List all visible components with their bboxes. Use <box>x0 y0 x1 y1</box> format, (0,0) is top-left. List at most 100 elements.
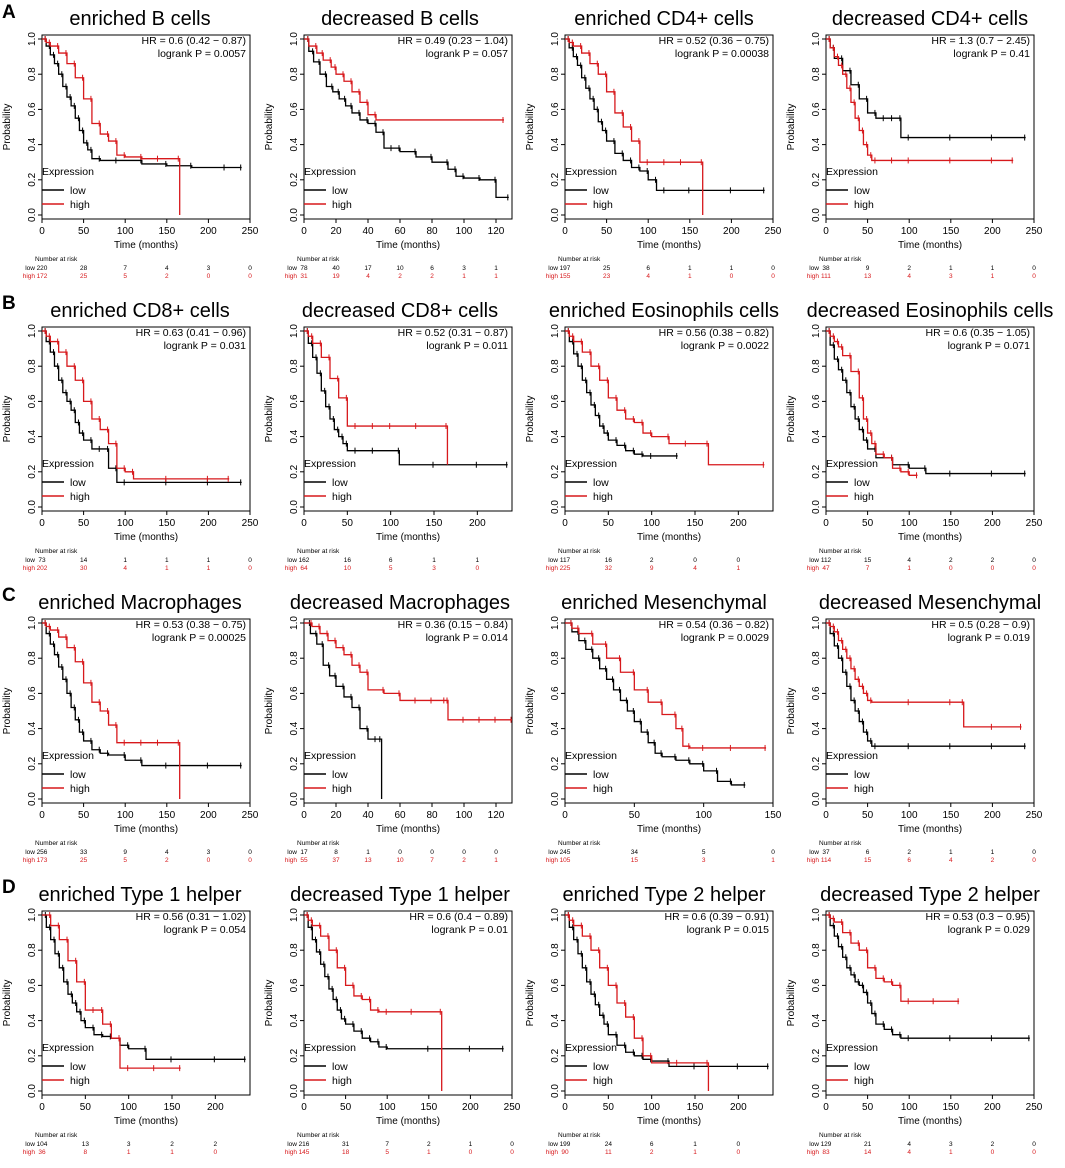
risk-value-low: 6 <box>430 265 434 272</box>
legend-title: Expression <box>304 1042 356 1054</box>
risk-row-label-high: high <box>807 273 820 280</box>
risk-value-high: 36 <box>38 1149 46 1156</box>
risk-table-title: Number at risk <box>819 840 862 847</box>
logrank-p: logrank P = 0.00038 <box>675 48 769 60</box>
y-tick-label: 0.6 <box>811 978 822 992</box>
x-tick-label: 200 <box>462 1102 479 1113</box>
km-panel-9: enriched Macrophages HR = 0.53 (0.38 − 0.… <box>2 592 259 864</box>
hazard-ratio: HR = 0.54 (0.36 − 0.82) <box>659 619 769 631</box>
y-tick-label: 0.4 <box>289 429 300 443</box>
risk-row-label-high: high <box>23 273 36 280</box>
risk-value-low: 7 <box>123 265 127 272</box>
panel-title: decreased Eosinophils cells <box>807 300 1054 322</box>
risk-value-low: 3 <box>462 265 466 272</box>
risk-value-low: 0 <box>737 557 741 564</box>
risk-value-low: 1 <box>730 265 734 272</box>
legend-title: Expression <box>42 1042 94 1054</box>
risk-value-low: 16 <box>605 557 613 564</box>
x-axis-label: Time (months) <box>637 240 701 251</box>
x-tick-label: 100 <box>901 810 918 821</box>
risk-value-low: 2 <box>170 1141 174 1148</box>
risk-table-title: Number at risk <box>297 840 340 847</box>
logrank-p: logrank P = 0.41 <box>953 48 1030 60</box>
hazard-ratio: HR = 1.3 (0.7 − 2.45) <box>931 35 1030 47</box>
y-tick-label: 0.8 <box>27 651 38 665</box>
survival-curve-high <box>304 38 504 121</box>
legend-title: Expression <box>42 458 94 470</box>
y-axis-label: Probability <box>786 980 797 1027</box>
panel-title: enriched Mesenchymal <box>561 592 767 614</box>
y-tick-label: 0.4 <box>27 721 38 735</box>
hazard-ratio: HR = 0.5 (0.28 − 0.9) <box>931 619 1030 631</box>
y-tick-label: 0.8 <box>550 359 561 373</box>
y-tick-label: 0.2 <box>27 172 38 186</box>
legend-label-high: high <box>70 1075 90 1087</box>
legend-title: Expression <box>565 458 617 470</box>
risk-value-high: 0 <box>476 565 480 572</box>
x-tick-label: 0 <box>562 1102 568 1113</box>
y-tick-label: 0.6 <box>550 978 561 992</box>
risk-value-high: 19 <box>332 273 340 280</box>
risk-value-low: 73 <box>38 557 46 564</box>
y-tick-label: 1.0 <box>289 32 300 46</box>
x-tick-label: 50 <box>340 1102 352 1113</box>
risk-row-label-high: high <box>23 565 36 572</box>
risk-value-low: 0 <box>737 1141 741 1148</box>
risk-value-low: 6 <box>646 265 650 272</box>
x-tick-label: 200 <box>730 518 747 529</box>
risk-value-low: 162 <box>299 557 310 564</box>
x-tick-label: 150 <box>164 1102 181 1113</box>
legend-label-low: low <box>70 477 86 489</box>
risk-value-high: 2 <box>398 273 402 280</box>
risk-value-high: 25 <box>80 857 88 864</box>
risk-value-high: 2 <box>991 857 995 864</box>
risk-value-high: 64 <box>300 565 308 572</box>
panel-title: decreased B cells <box>321 8 479 30</box>
risk-value-high: 15 <box>631 857 639 864</box>
km-panel-14: decreased Type 1 helper HR = 0.6 (0.4 − 0… <box>264 884 521 1156</box>
x-tick-label: 150 <box>942 1102 959 1113</box>
y-tick-label: 0.8 <box>550 651 561 665</box>
y-tick-label: 1.0 <box>550 324 561 338</box>
x-axis-label: Time (months) <box>898 532 962 543</box>
x-tick-label: 150 <box>681 226 698 237</box>
y-axis-label: Probability <box>786 396 797 443</box>
y-tick-label: 0.6 <box>550 394 561 408</box>
panel-title: decreased Type 1 helper <box>290 884 510 906</box>
risk-row-label-low: low <box>25 557 35 564</box>
risk-row-label-high: high <box>546 857 559 864</box>
risk-row-label-high: high <box>23 857 36 864</box>
risk-value-high: 5 <box>389 565 393 572</box>
risk-value-low: 4 <box>165 265 169 272</box>
legend-title: Expression <box>304 750 356 762</box>
risk-value-high: 114 <box>821 857 832 864</box>
x-tick-label: 250 <box>1026 1102 1043 1113</box>
panel-title: decreased CD8+ cells <box>302 300 498 322</box>
x-tick-label: 250 <box>242 810 259 821</box>
x-tick-label: 40 <box>362 226 374 237</box>
x-tick-label: 50 <box>862 226 874 237</box>
legend-label-high: high <box>854 491 874 503</box>
x-tick-label: 0 <box>39 1102 45 1113</box>
risk-value-low: 199 <box>560 1141 571 1148</box>
y-tick-label: 1.0 <box>550 908 561 922</box>
risk-row-label-low: low <box>287 1141 297 1148</box>
x-axis-label: Time (months) <box>898 240 962 251</box>
risk-value-low: 245 <box>560 849 571 856</box>
survival-curve-low <box>42 914 246 1060</box>
x-tick-label: 150 <box>687 1102 704 1113</box>
legend-label-high: high <box>854 199 874 211</box>
section-label-C: C <box>2 585 16 606</box>
y-tick-label: 0.8 <box>289 359 300 373</box>
y-tick-label: 0.0 <box>289 1084 300 1098</box>
plot-frame <box>564 618 774 804</box>
y-axis-label: Probability <box>525 104 536 151</box>
x-axis-label: Time (months) <box>376 824 440 835</box>
panel-title: enriched CD4+ cells <box>574 8 754 30</box>
legend-label-low: low <box>854 185 870 197</box>
x-tick-label: 250 <box>765 226 782 237</box>
risk-value-low: 3 <box>207 265 211 272</box>
hazard-ratio: HR = 0.49 (0.23 − 1.04) <box>398 35 508 47</box>
survival-curve-high <box>42 330 230 480</box>
